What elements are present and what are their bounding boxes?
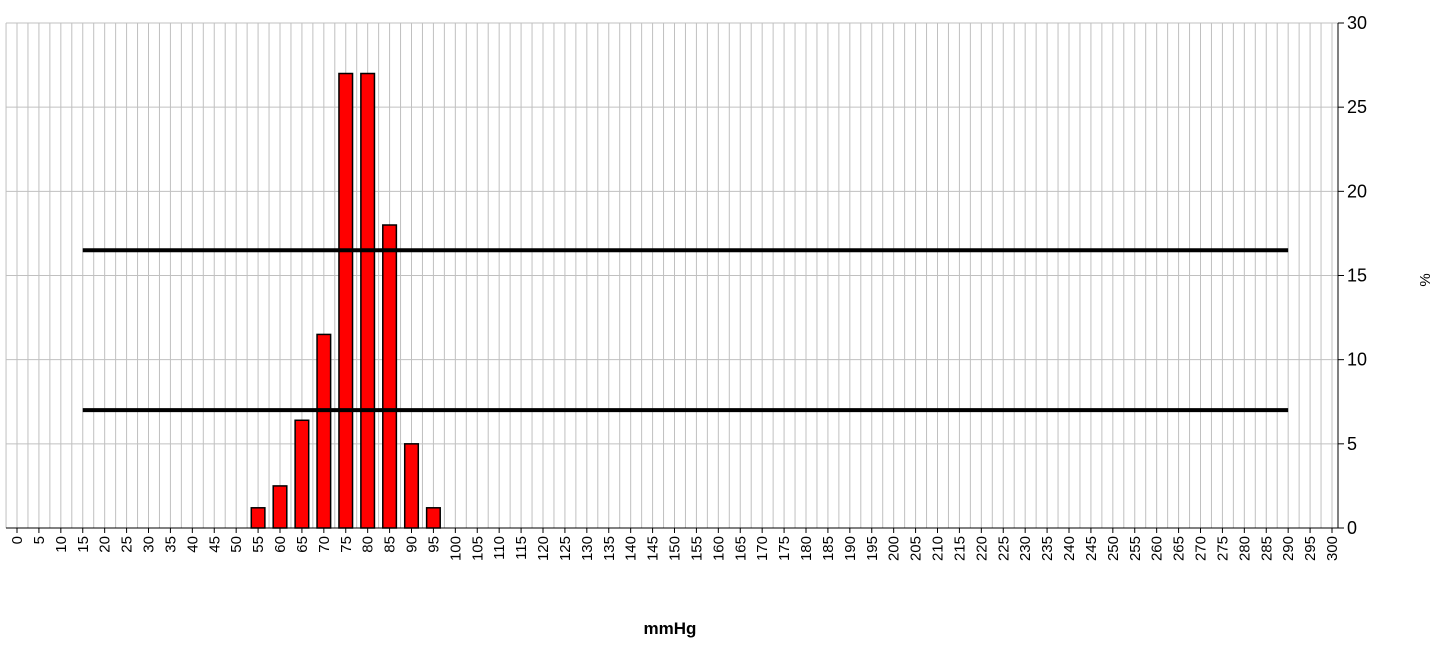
x-tick-label: 295 xyxy=(1302,536,1319,561)
x-tick-label: 205 xyxy=(908,536,925,561)
x-tick-label: 220 xyxy=(973,536,990,561)
bar xyxy=(360,72,376,529)
x-tick-label: 200 xyxy=(886,536,903,561)
x-axis-label: mmHg xyxy=(644,619,697,638)
x-tick-label: 230 xyxy=(1017,536,1034,561)
x-tick-label: 165 xyxy=(732,536,749,561)
bar xyxy=(425,507,441,529)
x-tick-label: 95 xyxy=(425,536,442,553)
y-tick-label: 30 xyxy=(1347,13,1367,33)
x-tick-label: 210 xyxy=(930,536,947,561)
x-tick-label: 50 xyxy=(228,536,245,553)
x-tick-label: 115 xyxy=(513,536,530,560)
bar xyxy=(338,72,354,529)
x-tick-label: 15 xyxy=(75,536,92,553)
x-tick-label: 270 xyxy=(1193,536,1210,561)
bar xyxy=(382,224,398,529)
x-tick-label: 25 xyxy=(119,536,136,553)
y-axis-label: % xyxy=(1417,273,1434,286)
x-tick-label: 240 xyxy=(1061,536,1078,561)
x-tick-label: 10 xyxy=(53,536,70,553)
x-tick-label: 185 xyxy=(820,536,837,561)
x-tick-label: 125 xyxy=(557,536,574,561)
x-tick-label: 180 xyxy=(798,536,815,561)
bar xyxy=(316,333,332,529)
y-tick-label: 5 xyxy=(1347,434,1357,454)
x-tick-label: 55 xyxy=(250,536,267,553)
x-tick-label: 245 xyxy=(1083,536,1100,561)
x-tick-label: 190 xyxy=(842,536,859,561)
x-tick-label: 90 xyxy=(404,536,421,553)
y-tick-label: 15 xyxy=(1347,266,1367,286)
x-tick-label: 170 xyxy=(754,536,771,561)
x-tick-label: 225 xyxy=(995,536,1012,561)
x-tick-label: 35 xyxy=(162,536,179,553)
x-tick-label: 60 xyxy=(272,536,289,553)
x-tick-label: 175 xyxy=(776,536,793,561)
x-tick-label: 150 xyxy=(667,536,684,561)
x-tick-label: 80 xyxy=(360,536,377,553)
bar xyxy=(294,419,310,529)
x-tick-label: 70 xyxy=(316,536,333,553)
x-tick-label: 285 xyxy=(1258,536,1275,561)
x-tick-label: 135 xyxy=(601,536,618,561)
x-tick-label: 0 xyxy=(9,536,26,544)
x-tick-label: 120 xyxy=(535,536,552,561)
x-tick-label: 215 xyxy=(951,536,968,561)
y-tick-label: 20 xyxy=(1347,181,1367,201)
x-tick-label: 85 xyxy=(382,536,399,553)
x-tick-label: 235 xyxy=(1039,536,1056,561)
bar xyxy=(272,485,288,529)
x-tick-label: 290 xyxy=(1280,536,1297,561)
x-tick-label: 260 xyxy=(1149,536,1166,561)
x-tick-label: 140 xyxy=(623,536,640,561)
x-tick-label: 105 xyxy=(469,536,486,561)
x-tick-label: 40 xyxy=(184,536,201,553)
x-tick-label: 100 xyxy=(447,536,464,561)
x-tick-label: 30 xyxy=(141,536,158,553)
x-tick-label: 280 xyxy=(1236,536,1253,561)
y-tick-label: 25 xyxy=(1347,97,1367,117)
x-tick-label: 130 xyxy=(579,536,596,561)
x-tick-label: 75 xyxy=(338,536,355,553)
x-tick-label: 145 xyxy=(645,536,662,561)
bar xyxy=(403,443,420,529)
x-tick-label: 155 xyxy=(688,536,705,561)
x-tick-label: 5 xyxy=(31,536,48,544)
x-tick-label: 300 xyxy=(1324,536,1341,561)
x-tick-label: 275 xyxy=(1214,536,1231,561)
x-tick-label: 265 xyxy=(1171,536,1188,561)
x-tick-label: 45 xyxy=(206,536,223,553)
x-tick-label: 255 xyxy=(1127,536,1144,561)
x-tick-label: 65 xyxy=(294,536,311,553)
x-tick-label: 195 xyxy=(864,536,881,561)
y-tick-label: 10 xyxy=(1347,350,1367,370)
x-tick-label: 110 xyxy=(491,536,508,560)
x-tick-label: 20 xyxy=(97,536,114,553)
x-tick-label: 160 xyxy=(710,536,727,561)
x-tick-label: 250 xyxy=(1105,536,1122,561)
bar xyxy=(250,507,266,529)
y-tick-label: 0 xyxy=(1347,518,1357,538)
